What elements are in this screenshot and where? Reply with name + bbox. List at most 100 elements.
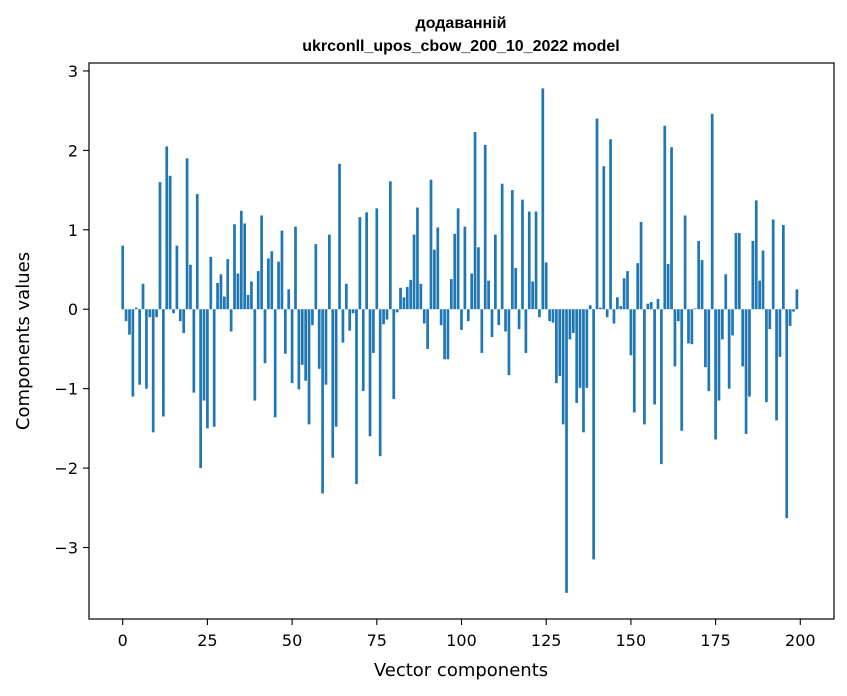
bar	[334, 309, 338, 427]
bar	[490, 309, 494, 338]
bar	[416, 207, 419, 310]
x-tick-label: 175	[700, 631, 731, 650]
bar	[548, 309, 551, 322]
bar	[134, 307, 138, 310]
bar	[466, 309, 470, 322]
bar	[653, 309, 656, 405]
bar	[649, 302, 653, 310]
bar	[761, 250, 765, 310]
bar	[189, 264, 192, 310]
bar	[260, 215, 263, 310]
y-tick-label: 3	[68, 62, 78, 81]
bar	[199, 309, 202, 469]
bar	[666, 263, 670, 310]
y-tick-label: −2	[54, 459, 78, 478]
bar	[267, 258, 270, 310]
bar	[483, 144, 487, 310]
bar	[527, 211, 531, 310]
bar	[412, 234, 416, 310]
bar	[632, 309, 636, 413]
bar	[775, 309, 778, 421]
bar	[212, 309, 216, 427]
bar	[172, 309, 175, 314]
bar	[765, 309, 768, 403]
bar	[487, 280, 490, 310]
bar	[582, 309, 585, 433]
bar	[233, 224, 236, 310]
bar	[599, 307, 602, 310]
bar	[510, 190, 514, 310]
y-tick-label: 0	[68, 300, 78, 319]
bar	[368, 309, 372, 437]
bar	[660, 309, 663, 465]
x-tick-label: 0	[118, 631, 128, 650]
bar	[365, 212, 368, 310]
bar	[782, 225, 785, 310]
y-tick-label: −3	[54, 539, 78, 558]
x-ticks: 0 25 50 75 100 125 150 175 200	[118, 619, 816, 650]
bar	[317, 309, 321, 369]
bar	[344, 283, 348, 310]
bar	[175, 245, 179, 310]
bar	[389, 181, 392, 310]
bar	[687, 309, 690, 344]
bar	[209, 256, 213, 310]
bar	[785, 309, 789, 519]
bar	[710, 113, 714, 310]
bar	[151, 309, 155, 433]
bar	[551, 309, 555, 323]
bar	[463, 226, 467, 310]
bar	[378, 309, 382, 457]
bar	[419, 283, 423, 310]
bar	[372, 309, 375, 353]
bar	[283, 309, 287, 354]
bar	[399, 287, 402, 310]
y-axis-label: Components values	[13, 252, 34, 430]
bar	[704, 309, 707, 368]
bars-group	[121, 88, 799, 593]
bar	[341, 309, 345, 343]
bar	[263, 309, 267, 364]
bar	[192, 309, 196, 393]
bar	[477, 247, 480, 310]
bar	[121, 245, 125, 310]
bar	[480, 309, 484, 353]
bar	[619, 306, 623, 310]
bar	[500, 183, 504, 310]
bar	[361, 309, 365, 392]
bar	[531, 281, 534, 310]
bar	[426, 309, 429, 349]
bar	[443, 309, 446, 360]
bar	[568, 309, 572, 340]
bar	[206, 309, 209, 429]
bar	[748, 309, 751, 397]
bar	[328, 234, 331, 310]
bar	[680, 309, 684, 431]
bar	[338, 163, 341, 310]
bar	[202, 309, 206, 401]
bar	[216, 283, 219, 310]
bar	[534, 211, 538, 310]
bar	[504, 309, 507, 332]
bar	[331, 309, 335, 458]
bar	[453, 233, 457, 310]
bar	[717, 309, 721, 401]
bar	[449, 279, 453, 310]
bar	[575, 309, 579, 403]
bar	[751, 240, 755, 310]
bar	[375, 208, 379, 310]
bar	[226, 259, 230, 310]
bar	[690, 309, 694, 345]
bar	[395, 309, 399, 313]
x-tick-label: 50	[282, 631, 302, 650]
bar	[741, 309, 745, 367]
bar	[182, 309, 186, 334]
bar	[555, 309, 558, 384]
bar	[429, 179, 433, 310]
bar	[433, 249, 436, 310]
bar	[273, 309, 277, 418]
bar	[737, 232, 741, 310]
bar	[561, 309, 565, 425]
bar	[219, 274, 223, 310]
bar	[558, 309, 562, 376]
